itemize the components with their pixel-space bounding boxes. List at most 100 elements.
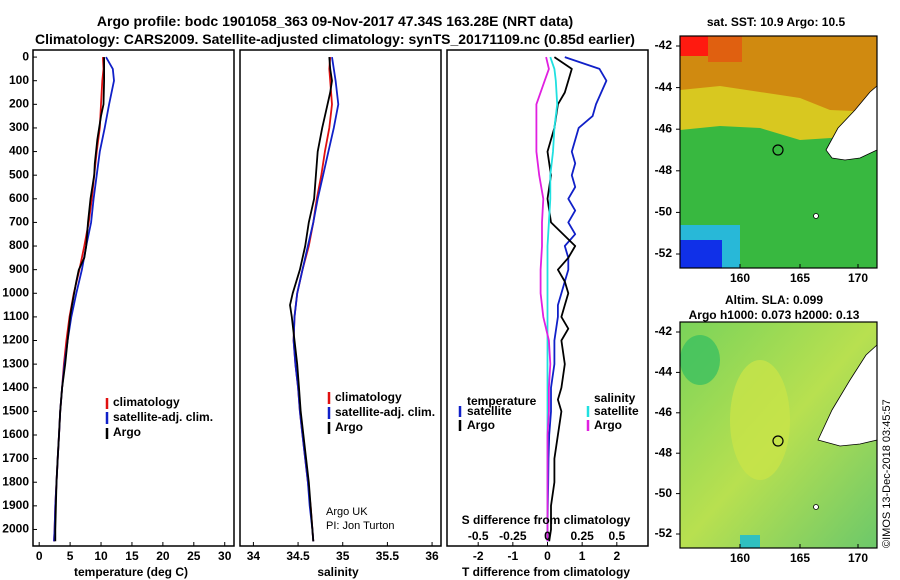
salinity-diff-axis: -0.5 -0.25 0 0.25 0.5 (468, 529, 626, 543)
x-tick-label: 10 (94, 549, 108, 563)
salinity-curves (289, 56, 340, 542)
legend-heading-salinity: salinity (594, 391, 636, 405)
x-tick-label: -2 (473, 549, 484, 563)
lat-tick-label: -50 (655, 205, 673, 219)
sla-map-title-1: Altim. SLA: 0.099 (725, 293, 823, 307)
depth-tick-label: 700 (9, 215, 29, 229)
depth-tick-label: 1400 (2, 380, 29, 394)
x-tick-label: 35 (336, 549, 350, 563)
depth-tick-label: 2000 (2, 522, 29, 536)
difference-x-axis: -2 -1 0 1 2 (473, 542, 620, 563)
legend-label-s-argo: Argo (594, 418, 622, 432)
difference-panel: -2 -1 0 1 2 T difference from climatology S … (446, 49, 649, 579)
x-tick-label: 15 (125, 549, 139, 563)
sla-island (813, 504, 819, 510)
salinity-legend: climatology satellite-adj. clim. Argo (327, 390, 435, 434)
temperature-x-axis: 0 5 10 15 20 25 30 (36, 542, 232, 563)
depth-tick-label: 600 (9, 191, 29, 205)
x-tick-label: 34 (247, 549, 261, 563)
s-diff-tick-label: 0 (544, 529, 551, 543)
sst-argo-marker (772, 144, 784, 156)
difference-top-label: S difference from climatology (462, 513, 631, 527)
x-tick-label: 5 (67, 549, 74, 563)
lon-tick-label: 160 (730, 551, 750, 565)
temperature-panel: 0100200300400500600700800900100011001200… (2, 49, 235, 579)
temperature-xlabel: temperature (deg C) (74, 565, 188, 579)
x-tick-label: -1 (508, 549, 519, 563)
salinity-panel: 34 34.5 35 35.5 36 salinity climatology sate… (239, 49, 442, 579)
legend-label-s-satellite: satellite (594, 404, 639, 418)
s-diff-tick-label: -0.25 (499, 529, 527, 543)
legend-label-satellite-adj: satellite-adj. clim. (113, 410, 213, 424)
difference-legend-temperature: temperature satellite Argo (458, 394, 537, 432)
legend-label-satellite-adj: satellite-adj. clim. (335, 405, 435, 419)
x-tick-label: 34.5 (286, 549, 310, 563)
lat-tick-label: -48 (655, 445, 673, 459)
s-diff-tick-label: 0.25 (570, 529, 594, 543)
difference-curves (535, 56, 608, 542)
legend-label-climatology: climatology (113, 395, 180, 409)
sst-island (813, 213, 819, 219)
depth-tick-label: 1000 (2, 285, 29, 299)
x-tick-label: 36 (425, 549, 439, 563)
depth-tick-label: 800 (9, 238, 29, 252)
s-diff-tick-label: -0.5 (468, 529, 489, 543)
lat-tick-label: -42 (655, 324, 673, 338)
lon-tick-label: 165 (790, 551, 810, 565)
lat-tick-label: -50 (655, 486, 673, 500)
lon-tick-label: 165 (790, 271, 810, 285)
sst-cold-patch (680, 240, 722, 268)
lat-tick-label: -52 (655, 526, 673, 540)
x-tick-label: 0 (36, 549, 43, 563)
x-tick-label: 25 (187, 549, 201, 563)
x-tick-label: 30 (218, 549, 232, 563)
depth-tick-label: 1100 (3, 309, 29, 323)
depth-tick-label: 1300 (2, 356, 29, 370)
depth-tick-label: 0 (22, 49, 29, 63)
figure-title-line1: Argo profile: bodc 1901058_363 09-Nov-20… (97, 13, 573, 29)
temperature-curves (53, 56, 115, 542)
legend-label-climatology: climatology (335, 390, 402, 404)
imos-timestamp: ©IMOS 13-Dec-2018 03:45:57 (881, 399, 893, 548)
depth-tick-label: 400 (9, 144, 29, 158)
salinity-x-axis: 34 34.5 35 35.5 36 (247, 542, 439, 563)
lat-tick-label: -46 (655, 121, 673, 135)
lat-tick-label: -48 (655, 163, 673, 177)
sst-warm-patch (708, 36, 742, 62)
depth-tick-label: 1700 (2, 451, 29, 465)
sst-map-title: sat. SST: 10.9 Argo: 10.5 (707, 15, 846, 29)
series-line-argo (54, 57, 105, 542)
depth-tick-label: 1600 (2, 427, 29, 441)
depth-tick-label: 1900 (2, 498, 29, 512)
sst-warm-patch (680, 36, 708, 56)
sst-lon-axis: 160 165 170 (730, 264, 868, 285)
depth-tick-label: 500 (9, 167, 29, 181)
temperature-panel-frame (32, 49, 235, 547)
s-diff-tick-label: 0.5 (608, 529, 625, 543)
sla-lon-axis: 160 165 170 (730, 544, 868, 565)
sst-map-border (679, 35, 878, 269)
salinity-panel-frame (239, 49, 442, 547)
legend-label-t-argo: Argo (467, 418, 495, 432)
x-tick-label: 20 (156, 549, 170, 563)
lat-tick-label: -44 (655, 365, 673, 379)
x-tick-label: 2 (613, 549, 620, 563)
legend-label-t-satellite: satellite (467, 404, 512, 418)
lon-tick-label: 160 (730, 271, 750, 285)
depth-tick-label: 100 (9, 73, 29, 87)
legend-heading-temperature: temperature (467, 394, 537, 408)
depth-tick-label: 1800 (2, 474, 29, 488)
sla-map-border (679, 321, 878, 549)
series-line-s-argo (535, 56, 552, 542)
x-tick-label: 1 (579, 549, 586, 563)
sla-argo-marker (772, 435, 784, 447)
lon-tick-label: 170 (848, 271, 868, 285)
lat-tick-label: -42 (655, 38, 673, 52)
sla-map-title-2: Argo h1000: 0.073 h2000: 0.13 (689, 308, 860, 322)
depth-tick-label: 1200 (2, 333, 29, 347)
depth-tick-label: 200 (9, 96, 29, 110)
sla-map: Altim. SLA: 0.099 Argo h1000: 0.073 h200… (655, 293, 878, 565)
figure-title-line2: Climatology: CARS2009. Satellite-adjuste… (35, 31, 635, 47)
credit-pi: PI: Jon Turton (326, 520, 394, 532)
